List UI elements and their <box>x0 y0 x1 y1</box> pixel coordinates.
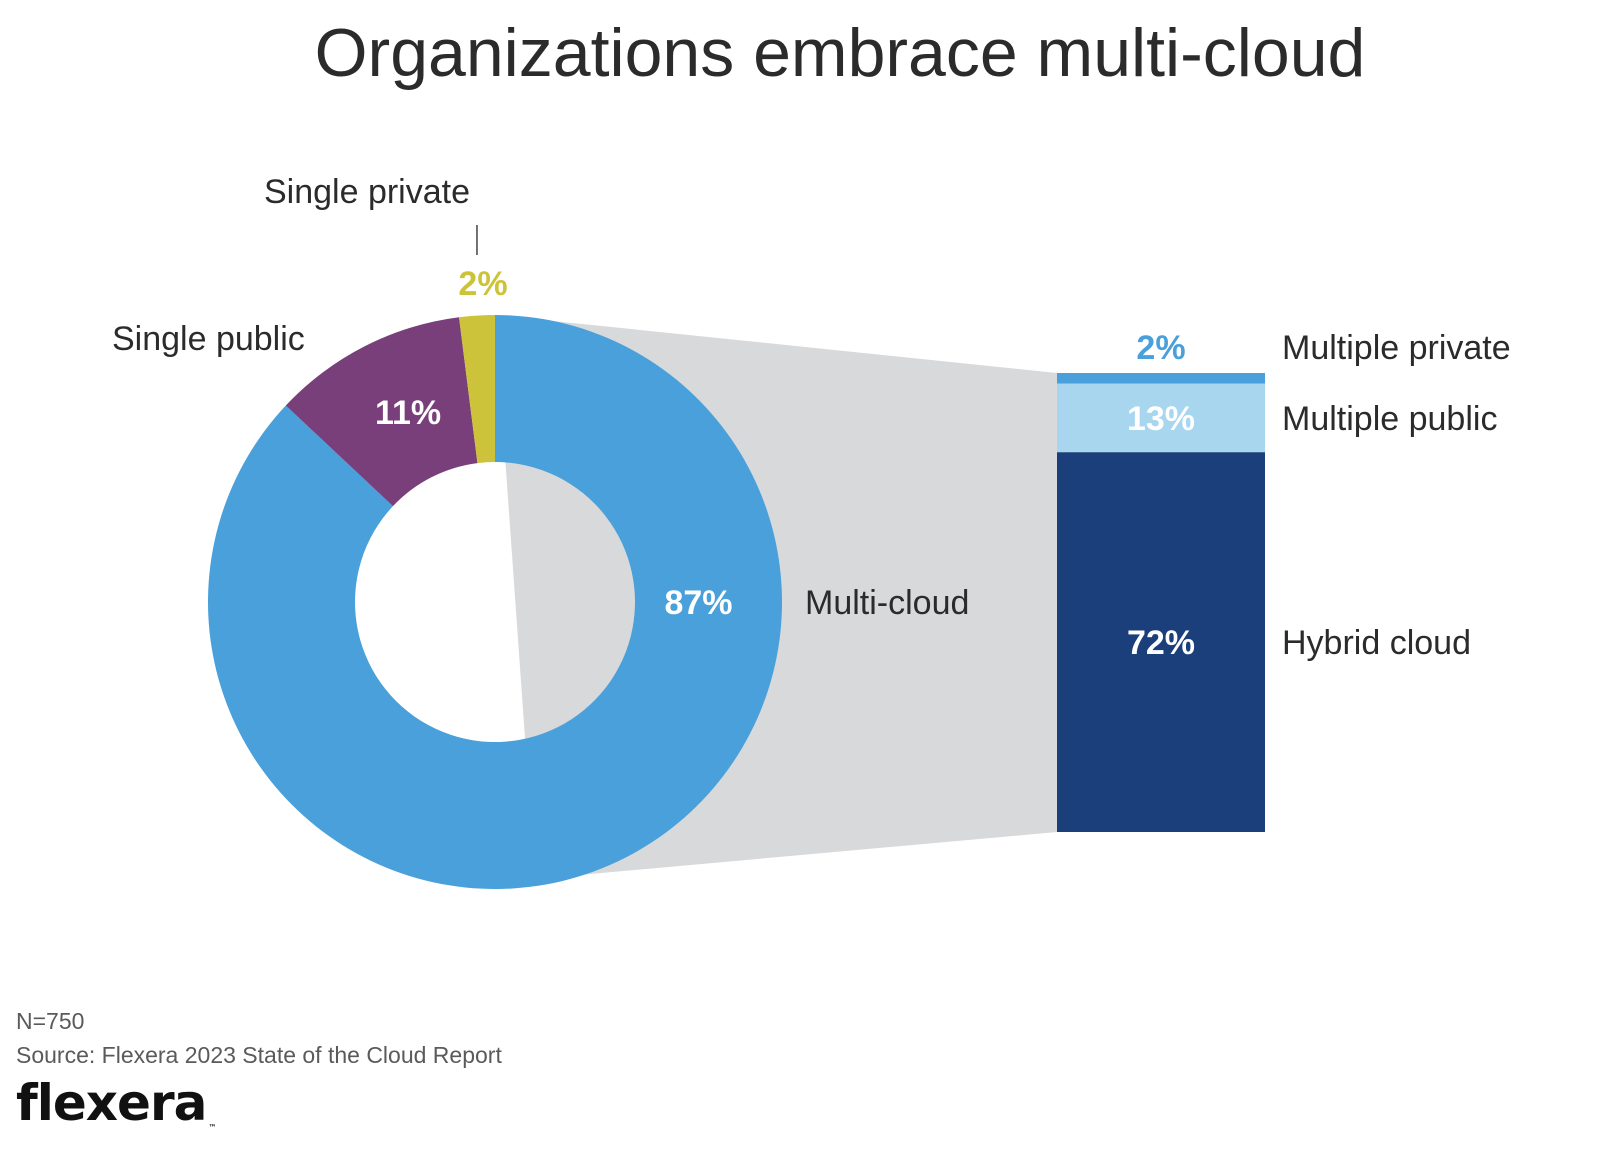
category-label-multi-cloud: Multi-cloud <box>805 584 969 622</box>
sample-size-note: N=750 <box>16 1008 85 1034</box>
logo-trademark: ™ <box>208 1123 216 1132</box>
bar-segment-hybrid-cloud <box>1057 452 1265 832</box>
chart-title: Organizations embrace multi-cloud <box>314 15 1366 91</box>
flexera-logo: flexera ™ <box>16 1074 216 1132</box>
chart-labels: 87% Multi-cloud 11% Single public 2% Single p… <box>112 173 1511 662</box>
data-label-multiple-public: 13% <box>1127 400 1195 438</box>
slice-multi-cloud <box>207 315 782 889</box>
data-label-single-public: 11% <box>375 394 441 432</box>
bar-segment-multiple-public <box>1057 383 1265 453</box>
data-label-hybrid-cloud: 72% <box>1127 624 1195 662</box>
category-label-hybrid-cloud: Hybrid cloud <box>1282 624 1471 662</box>
slice-single-public <box>285 317 478 507</box>
slice-single-private <box>459 315 495 464</box>
donut-chart <box>207 315 782 889</box>
logo-text: flexera <box>16 1074 207 1132</box>
category-label-multiple-public: Multiple public <box>1282 400 1497 438</box>
category-label-single-private: Single private <box>264 173 470 211</box>
bar-segment-multiple-private <box>1057 373 1265 384</box>
data-label-single-private: 2% <box>458 265 507 303</box>
data-label-multiple-private: 2% <box>1136 329 1185 367</box>
category-label-single-public: Single public <box>112 320 305 358</box>
source-note: Source: Flexera 2023 State of the Cloud … <box>16 1042 502 1068</box>
stacked-bar <box>1057 373 1265 832</box>
data-label-multi-cloud: 87% <box>664 584 732 622</box>
category-label-multiple-private: Multiple private <box>1282 329 1511 367</box>
